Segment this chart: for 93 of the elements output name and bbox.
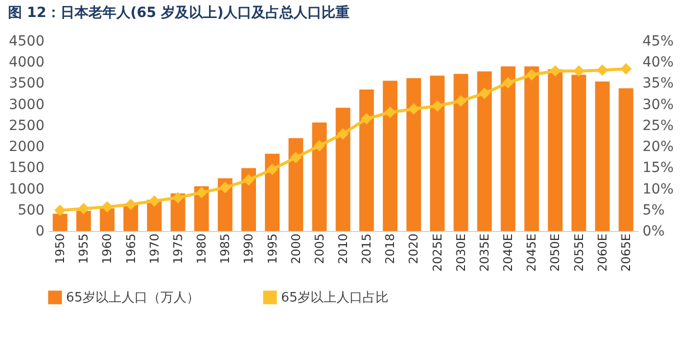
point xyxy=(337,128,349,140)
y-tick-label: 3500 xyxy=(8,76,44,92)
y2-tick-label: 5% xyxy=(642,202,665,218)
point xyxy=(620,63,632,75)
y-tick-label: 4000 xyxy=(8,54,44,71)
x-tick-label: 1965 xyxy=(124,234,138,264)
point xyxy=(432,100,444,112)
bar xyxy=(548,69,563,231)
x-tick-label: 1985 xyxy=(218,234,232,264)
x-tick-label: 2010 xyxy=(336,234,350,264)
point xyxy=(172,192,184,204)
y2-tick-label: 35% xyxy=(642,76,674,92)
y-tick-label: 3000 xyxy=(8,96,44,113)
y-tick-label: 4500 xyxy=(8,34,44,50)
point xyxy=(196,186,208,198)
bar xyxy=(524,66,539,231)
point xyxy=(266,164,278,176)
x-tick-label: 2015 xyxy=(360,234,374,264)
bar xyxy=(406,78,422,231)
x-tick-label: 2040E xyxy=(501,234,516,272)
point xyxy=(101,201,113,213)
point xyxy=(54,204,66,216)
point xyxy=(148,195,160,207)
bar xyxy=(572,74,586,231)
bar xyxy=(336,108,350,231)
y2-tick-label: 0% xyxy=(642,224,665,240)
point xyxy=(596,64,608,76)
bar xyxy=(454,74,468,231)
bar xyxy=(477,71,492,231)
y-tick-label: 500 xyxy=(18,202,44,218)
point xyxy=(219,182,231,194)
x-tick-label: 1980 xyxy=(194,234,209,264)
x-tick-label: 2030E xyxy=(454,234,468,272)
x-tick-label: 1955 xyxy=(76,234,91,264)
bar xyxy=(241,168,256,231)
chart-title: 图 12：日本老年人(65 岁及以上)人口及占总人口比重 xyxy=(8,5,350,21)
y2-tick-label: 40% xyxy=(642,54,674,71)
y-tick-label: 0 xyxy=(36,224,44,240)
point xyxy=(242,174,254,186)
bar xyxy=(595,82,610,231)
point xyxy=(478,88,490,100)
x-tick-label: 2018 xyxy=(383,234,398,264)
bar xyxy=(359,90,374,231)
y-tick-label: 1500 xyxy=(8,160,44,176)
x-tick-label: 2065E xyxy=(618,234,633,272)
y2-tick-label: 15% xyxy=(642,160,674,176)
x-tick-label: 2005 xyxy=(312,234,326,264)
point xyxy=(78,202,90,214)
y2-tick-label: 25% xyxy=(642,118,674,134)
point xyxy=(502,77,514,88)
point xyxy=(550,65,561,77)
bar xyxy=(264,154,280,231)
bar xyxy=(100,208,114,231)
bar xyxy=(52,214,68,231)
point xyxy=(455,95,467,107)
point xyxy=(314,140,326,152)
point xyxy=(384,106,396,118)
point xyxy=(408,103,420,115)
point xyxy=(290,152,302,164)
x-tick-label: 1990 xyxy=(242,234,256,264)
x-tick-label: 2050E xyxy=(548,234,562,272)
bar xyxy=(312,122,327,231)
y-tick-label: 2000 xyxy=(8,139,44,156)
x-tick-label: 1950 xyxy=(53,234,68,264)
x-tick-label: 1995 xyxy=(265,234,280,264)
bar xyxy=(382,80,398,231)
y2-tick-label: 10% xyxy=(642,181,674,198)
legend-label: 65岁以上人口占比 xyxy=(281,290,389,306)
x-tick-label: 1970 xyxy=(147,234,162,264)
point xyxy=(526,69,538,80)
bar xyxy=(500,66,516,231)
point xyxy=(125,198,136,210)
x-tick-label: 2060E xyxy=(595,234,610,272)
y2-tick-label: 20% xyxy=(642,139,674,156)
y2-tick-label: 30% xyxy=(642,96,674,113)
bar xyxy=(430,76,445,231)
point xyxy=(573,65,585,77)
y2-tick-label: 45% xyxy=(642,34,674,50)
x-tick-label: 2055E xyxy=(572,234,586,272)
x-tick-label: 2000 xyxy=(288,234,303,264)
legend-label: 65岁以上人口（万人） xyxy=(66,290,200,306)
bar xyxy=(288,138,304,231)
y-tick-label: 1000 xyxy=(8,181,44,198)
x-tick-label: 2045E xyxy=(524,234,539,272)
x-tick-label: 2035E xyxy=(477,234,492,272)
x-tick-label: 1975 xyxy=(170,234,185,264)
bar xyxy=(76,210,91,231)
x-tick-label: 2025E xyxy=(430,234,444,272)
y-tick-label: 2500 xyxy=(8,118,44,134)
x-tick-label: 2020 xyxy=(406,234,421,264)
bar xyxy=(618,88,634,231)
x-tick-label: 1960 xyxy=(100,234,114,264)
point xyxy=(360,112,372,124)
